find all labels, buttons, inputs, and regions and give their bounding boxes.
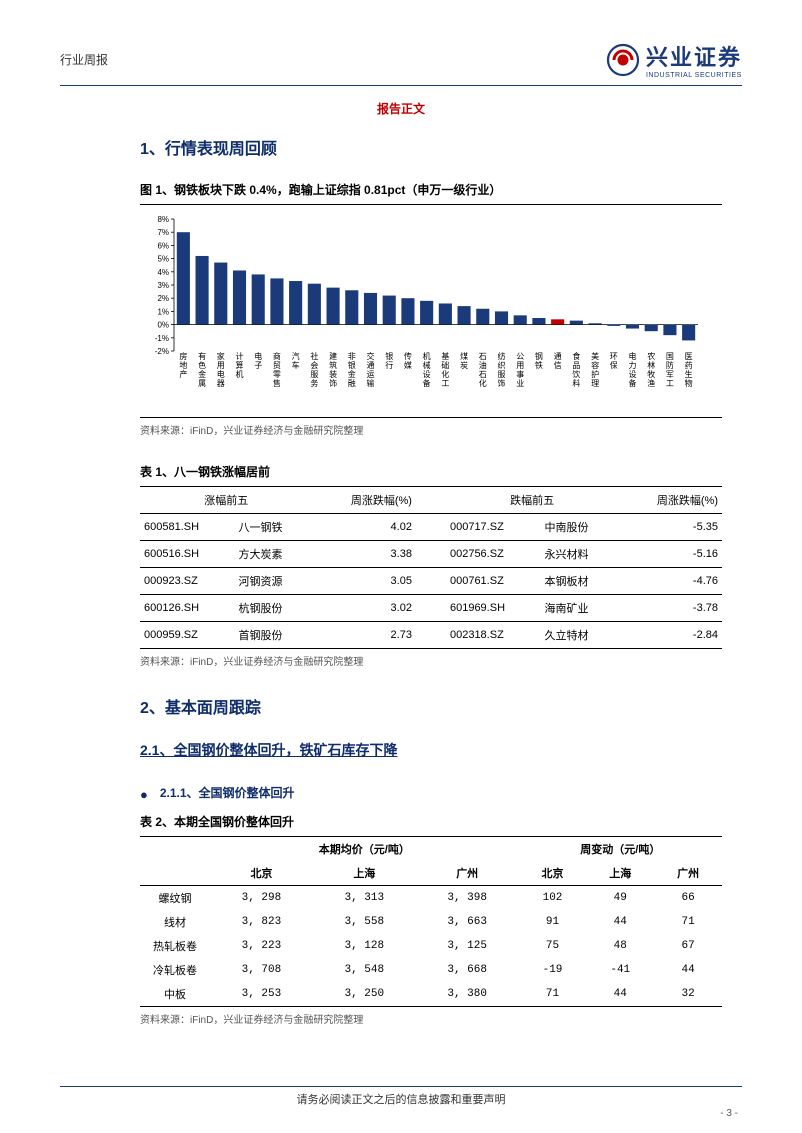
svg-text:基础化工: 基础化工 — [441, 351, 449, 388]
svg-text:机械设备: 机械设备 — [423, 351, 431, 388]
table-row: 热轧板卷3, 2233, 1283, 125754867 — [140, 934, 722, 958]
table-row: 600581.SH八一钢铁4.02000717.SZ中南股份-5.35 — [140, 514, 722, 541]
figure-1-chart: -2% -1% 0% 1% 2% 3% 4% 5% 6% 7% 8% 房地产 有色金属 家用电器 计算机 电子… — [140, 204, 722, 418]
table-row: 600126.SH杭钢股份3.02601969.SH海南矿业-3.78 — [140, 595, 722, 622]
svg-text:商贸零售: 商贸零售 — [273, 351, 281, 388]
bullet-icon: ● — [140, 787, 148, 802]
svg-text:电力设备: 电力设备 — [629, 351, 637, 388]
svg-text:食品饮料: 食品饮料 — [572, 351, 580, 388]
svg-text:钢铁: 钢铁 — [535, 351, 543, 370]
svg-text:3%: 3% — [157, 281, 169, 290]
svg-text:建筑装饰: 建筑装饰 — [329, 351, 337, 388]
svg-text:-2%: -2% — [155, 347, 169, 356]
table-1-title: 表 1、八一钢铁涨幅居前 — [140, 463, 722, 480]
page-number: - 3 - — [720, 1108, 738, 1119]
svg-text:纺织服饰: 纺织服饰 — [498, 351, 506, 388]
svg-text:有色金属: 有色金属 — [198, 351, 206, 388]
svg-text:2%: 2% — [157, 294, 169, 303]
svg-text:0%: 0% — [157, 321, 169, 330]
table-row: 600516.SH方大炭素3.38002756.SZ永兴材料-5.16 — [140, 541, 722, 568]
tbl2-city-header: 上海 — [313, 861, 416, 886]
table-1: 涨幅前五 周涨跌幅(%) 跌幅前五 周涨跌幅(%) 600581.SH八一钢铁4… — [140, 486, 722, 649]
svg-text:银行: 银行 — [385, 351, 393, 370]
svg-text:汽车: 汽车 — [292, 351, 300, 370]
section-1-title: 1、行情表现周回顾 — [140, 135, 722, 159]
tbl2-city-header: 上海 — [586, 861, 654, 886]
svg-text:传媒: 传媒 — [404, 351, 412, 370]
section-2-title: 2、基本面周跟踪 — [140, 694, 722, 718]
svg-text:8%: 8% — [157, 215, 169, 224]
svg-text:-1%: -1% — [155, 334, 169, 343]
figure-1-title: 图 1、钢铁板块下跌 0.4%，跑输上证综指 0.81pct（申万一级行业） — [140, 181, 722, 198]
tbl1-h-top5-dn: 跌幅前五 — [446, 487, 618, 514]
footer-disclaimer: 请务必阅读正文之后的信息披露和重要声明 — [297, 1094, 506, 1106]
svg-text:美容护理: 美容护理 — [591, 351, 599, 388]
svg-text:农林牧渔: 农林牧渔 — [647, 351, 655, 388]
company-logo: 兴业证券 INDUSTRIAL SECURITIES — [606, 40, 742, 79]
table-row: 冷轧板卷3, 7083, 5483, 668-19-4144 — [140, 958, 722, 982]
svg-text:计算机: 计算机 — [236, 351, 244, 379]
main-content: 1、行情表现周回顾 图 1、钢铁板块下跌 0.4%，跑输上证综指 0.81pct… — [60, 135, 742, 1026]
table-2-source: 资料来源：iFinD，兴业证券经济与金融研究院整理 — [140, 1011, 722, 1026]
tbl2-city-header: 北京 — [210, 861, 313, 886]
svg-text:交通运输: 交通运输 — [367, 351, 375, 388]
svg-text:石油石化: 石油石化 — [479, 352, 487, 388]
logo-icon — [606, 43, 640, 77]
svg-text:4%: 4% — [157, 268, 169, 277]
table-row: 000959.SZ首钢股份2.73002318.SZ久立特材-2.84 — [140, 622, 722, 649]
svg-text:1%: 1% — [157, 307, 169, 316]
table-2: 本期均价（元/吨） 周变动（元/吨） 北京上海广州北京上海广州 螺纹钢3, 29… — [140, 836, 722, 1007]
tbl1-h-wkchg: 周涨跌幅(%) — [312, 487, 416, 514]
svg-text:国防军工: 国防军工 — [666, 352, 674, 388]
tbl2-group2: 周变动（元/吨） — [519, 837, 722, 862]
logo-text-cn: 兴业证券 — [646, 40, 742, 72]
svg-text:6%: 6% — [157, 241, 169, 250]
table-row: 000923.SZ河钢资源3.05000761.SZ本钢板材-4.76 — [140, 568, 722, 595]
svg-text:5%: 5% — [157, 255, 169, 264]
tbl2-city-header: 北京 — [519, 861, 587, 886]
svg-text:7%: 7% — [157, 228, 169, 237]
tbl2-group1: 本期均价（元/吨） — [210, 837, 519, 862]
bar-chart-svg: -2% -1% 0% 1% 2% 3% 4% 5% 6% 7% 8% 房地产 有色金属 家用电器 计算机 电子… — [144, 213, 704, 413]
page-footer: 请务必阅读正文之后的信息披露和重要声明 — [60, 1086, 742, 1107]
svg-text:房地产: 房地产 — [179, 351, 187, 379]
svg-text:电子: 电子 — [254, 351, 262, 370]
figure-1-source: 资料来源：iFinD，兴业证券经济与金融研究院整理 — [140, 422, 722, 437]
svg-text:医药生物: 医药生物 — [685, 352, 693, 388]
svg-text:社会服务: 社会服务 — [310, 351, 318, 388]
svg-text:煤炭: 煤炭 — [460, 351, 468, 370]
tbl1-h-top5-up: 涨幅前五 — [140, 487, 312, 514]
table-row: 中板3, 2533, 2503, 380714432 — [140, 982, 722, 1007]
page-header: 行业周报 兴业证券 INDUSTRIAL SECURITIES — [60, 40, 742, 86]
logo-text-en: INDUSTRIAL SECURITIES — [646, 72, 742, 79]
tbl2-city-header: 广州 — [416, 861, 519, 886]
svg-text:非银金融: 非银金融 — [348, 351, 356, 388]
svg-text:公用事业: 公用事业 — [516, 352, 524, 388]
header-category-label: 行业周报 — [60, 51, 108, 68]
table-2-title: 表 2、本期全国钢价整体回升 — [140, 813, 722, 830]
svg-text:通信: 通信 — [554, 351, 562, 370]
report-body-label: 报告正文 — [60, 100, 742, 117]
svg-text:家用电器: 家用电器 — [217, 351, 225, 388]
section-2-1-1-title: 2.1.1、全国钢价整体回升 — [160, 784, 295, 801]
section-2-1-title: 2.1、全国钢价整体回升，铁矿石库存下降 — [140, 740, 722, 760]
table-row: 螺纹钢3, 2983, 3133, 3981024966 — [140, 886, 722, 911]
svg-text:环保: 环保 — [610, 352, 618, 370]
table-row: 线材3, 8233, 5583, 663914471 — [140, 910, 722, 934]
table-1-source: 资料来源：iFinD，兴业证券经济与金融研究院整理 — [140, 653, 722, 668]
tbl1-h-wkchg2: 周涨跌幅(%) — [618, 487, 722, 514]
tbl2-city-header: 广州 — [654, 861, 722, 886]
